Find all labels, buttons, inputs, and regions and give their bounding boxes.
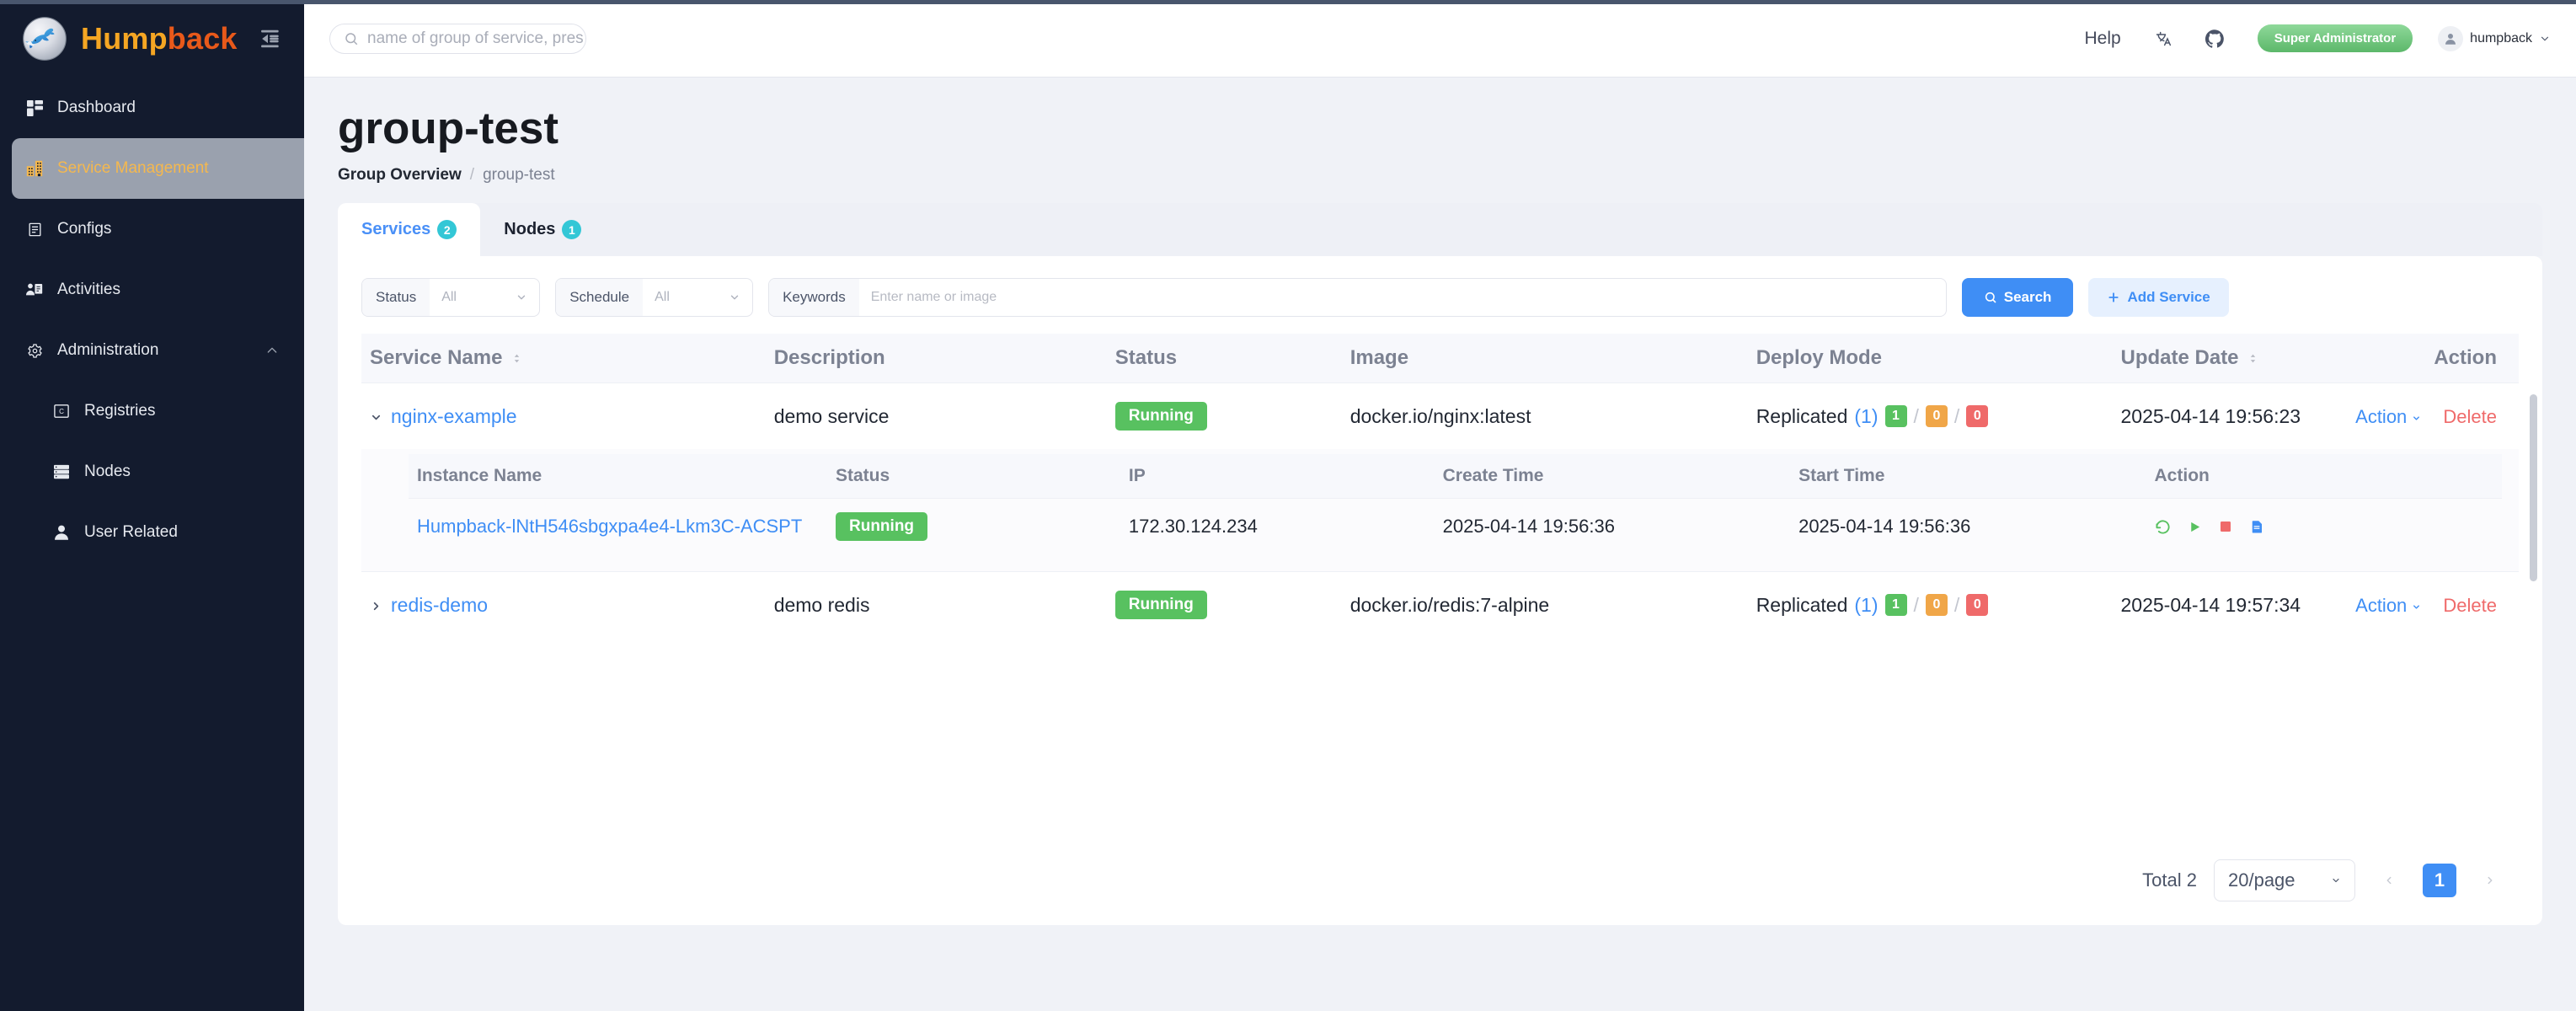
svg-text:C: C [59,408,64,415]
